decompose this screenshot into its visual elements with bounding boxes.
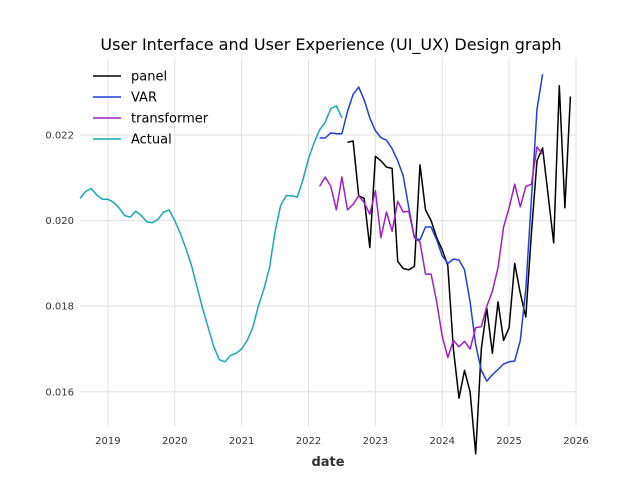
x-tick-label: 2025 (496, 436, 521, 447)
grid (80, 58, 577, 426)
x-tick-label: 2023 (363, 436, 388, 447)
series-line-actual (79, 105, 343, 363)
legend: panel VAR transformer Actual (93, 70, 209, 148)
x-axis-label: date (311, 455, 344, 470)
legend-label: VAR (131, 91, 157, 106)
series-line-var (319, 74, 544, 382)
series-line-transformer (318, 146, 544, 359)
y-tick-label: 0.016 (45, 387, 74, 398)
legend-label: Actual (131, 133, 172, 148)
x-tick-label: 2019 (95, 436, 120, 447)
series-line-panel (347, 85, 572, 455)
legend-label: transformer (131, 112, 209, 127)
y-axis-ticks: 0.016 0.018 0.020 0.022 (45, 131, 74, 399)
legend-label: panel (131, 70, 167, 85)
y-tick-label: 0.020 (45, 216, 74, 227)
x-tick-label: 2020 (162, 436, 187, 447)
x-axis-ticks: 2019 2020 2021 2022 2023 2024 2025 2026 (95, 436, 589, 447)
x-tick-label: 2024 (430, 436, 455, 447)
series-lines (79, 74, 572, 455)
chart-title: User Interface and User Experience (UI_U… (100, 35, 561, 55)
x-tick-label: 2021 (229, 436, 254, 447)
x-tick-label: 2022 (296, 436, 321, 447)
x-tick-label: 2026 (563, 436, 588, 447)
y-tick-label: 0.022 (45, 131, 74, 142)
y-tick-label: 0.018 (45, 302, 74, 313)
